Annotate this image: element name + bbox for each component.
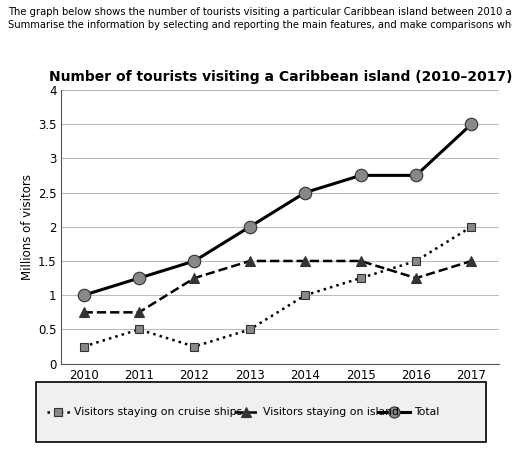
Text: Visitors staying on cruise ships: Visitors staying on cruise ships (74, 407, 242, 417)
Text: Summarise the information by selecting and reporting the main features, and make: Summarise the information by selecting a… (8, 20, 512, 30)
Text: Visitors staying on island: Visitors staying on island (263, 407, 399, 417)
Y-axis label: Millions of visitors: Millions of visitors (21, 174, 34, 280)
Title: Number of tourists visiting a Caribbean island (2010–2017): Number of tourists visiting a Caribbean … (49, 70, 512, 84)
Text: The graph below shows the number of tourists visiting a particular Caribbean isl: The graph below shows the number of tour… (8, 7, 512, 17)
Text: Total: Total (414, 407, 440, 417)
FancyBboxPatch shape (36, 382, 486, 442)
